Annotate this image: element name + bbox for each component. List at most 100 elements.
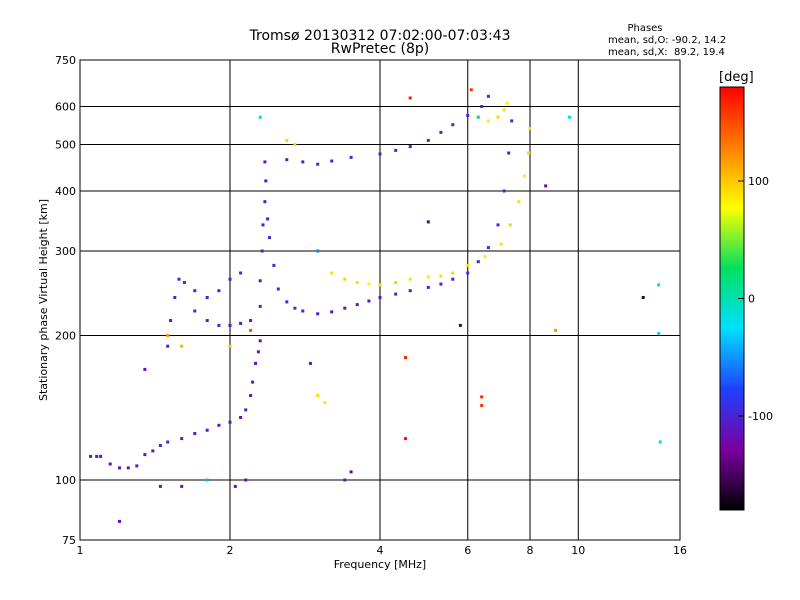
data-point: [426, 220, 430, 224]
data-point: [193, 432, 197, 435]
data-point: [89, 454, 93, 458]
data-point: [394, 148, 398, 152]
stats-line-o: mean, sd,O: -90.2, 14.2: [608, 35, 726, 46]
data-point: [367, 282, 371, 286]
data-point: [469, 88, 473, 92]
data-point: [349, 470, 353, 474]
data-point: [180, 437, 184, 441]
data-point: [239, 271, 243, 275]
data-point: [466, 113, 470, 117]
data-point: [480, 395, 484, 399]
data-point: [378, 283, 382, 287]
data-point: [523, 174, 526, 178]
data-point: [126, 466, 130, 470]
data-point: [308, 361, 312, 365]
data-point: [180, 484, 184, 488]
data-point: [266, 217, 270, 221]
x-tick-label: 1: [77, 544, 84, 557]
data-point: [177, 277, 181, 281]
data-points: [89, 88, 662, 523]
data-point: [480, 404, 484, 407]
data-point: [217, 423, 221, 427]
data-point: [264, 179, 268, 183]
colorbar-tick-label: -100: [748, 410, 773, 423]
data-point: [486, 119, 490, 123]
data-point: [404, 356, 407, 359]
data-point: [143, 367, 147, 371]
data-point: [233, 484, 237, 488]
data-point: [316, 162, 320, 166]
colorbar-ticks: 100 0 -100: [738, 175, 773, 423]
y-tick-label: 200: [55, 330, 76, 343]
data-point: [658, 440, 662, 444]
data-point: [205, 428, 209, 432]
data-point: [505, 101, 509, 105]
data-point: [408, 277, 412, 281]
data-point: [343, 306, 347, 310]
y-tick-label: 750: [55, 54, 76, 67]
colorbar-tick-label: 0: [748, 293, 755, 306]
data-point: [249, 319, 253, 322]
x-tick-label: 6: [464, 544, 471, 557]
data-point: [158, 484, 162, 488]
data-point: [502, 108, 506, 112]
data-point: [180, 344, 184, 348]
data-point: [254, 361, 257, 365]
data-point: [228, 420, 232, 424]
data-point: [239, 416, 243, 419]
data-point: [193, 309, 197, 313]
data-point: [268, 236, 271, 240]
data-point: [378, 296, 382, 299]
y-tick-labels: 75 100 200 300 400 500 600 750: [55, 54, 76, 547]
data-point: [404, 437, 407, 441]
y-tick-label: 75: [62, 534, 76, 547]
data-point: [323, 401, 327, 405]
data-point: [486, 246, 490, 250]
data-point: [330, 159, 334, 163]
data-point: [258, 115, 262, 119]
data-point: [249, 394, 253, 397]
data-point: [349, 155, 353, 159]
data-point: [426, 285, 430, 289]
data-point: [258, 339, 262, 343]
data-point: [143, 453, 147, 457]
x-tick-label: 10: [571, 544, 585, 557]
data-point: [205, 478, 209, 482]
data-point: [301, 309, 305, 313]
data-point: [517, 200, 521, 204]
data-point: [256, 350, 260, 354]
data-point: [272, 263, 276, 267]
chart-subtitle: RwPretec (8p): [331, 41, 429, 57]
data-point: [355, 281, 359, 284]
data-point: [228, 323, 232, 327]
data-point: [367, 299, 371, 303]
data-point: [394, 292, 398, 296]
data-point: [263, 160, 267, 164]
data-point: [293, 143, 297, 146]
data-point: [451, 277, 455, 281]
data-point: [394, 281, 398, 284]
x-axis-label: Frequency [MHz]: [334, 558, 426, 571]
data-point: [466, 271, 470, 275]
x-tick-labels: 1 2 4 6 8 10 16: [77, 544, 688, 557]
data-point: [641, 296, 645, 299]
data-point: [508, 223, 512, 227]
data-point: [466, 263, 470, 267]
data-point: [439, 130, 443, 134]
data-point: [316, 312, 320, 316]
data-point: [355, 303, 359, 307]
y-tick-label: 100: [55, 474, 76, 487]
data-point: [316, 394, 320, 397]
data-point: [118, 466, 121, 470]
data-point: [182, 281, 186, 284]
data-point: [205, 319, 209, 322]
y-tick-label: 600: [55, 101, 76, 114]
data-point: [158, 444, 162, 447]
data-point: [510, 119, 514, 123]
data-point: [166, 334, 170, 337]
x-tick-label: 16: [673, 544, 687, 557]
data-point: [657, 283, 661, 287]
stats-heading: Phases: [627, 23, 662, 34]
data-point: [108, 462, 112, 466]
data-point: [166, 440, 170, 444]
